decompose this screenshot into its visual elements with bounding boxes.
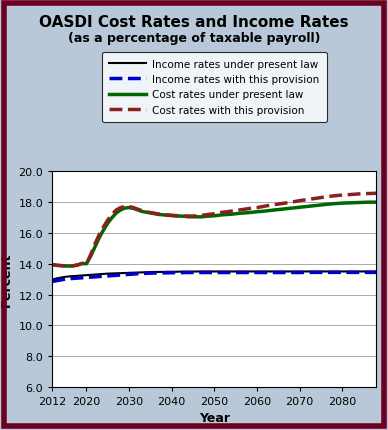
Text: OASDI Cost Rates and Income Rates: OASDI Cost Rates and Income Rates — [39, 15, 349, 30]
Text: (as a percentage of taxable payroll): (as a percentage of taxable payroll) — [68, 32, 320, 45]
Y-axis label: Percent: Percent — [0, 252, 13, 307]
X-axis label: Year: Year — [199, 412, 230, 424]
Legend: Income rates under present law, Income rates with this provision, Cost rates und: Income rates under present law, Income r… — [102, 52, 327, 123]
